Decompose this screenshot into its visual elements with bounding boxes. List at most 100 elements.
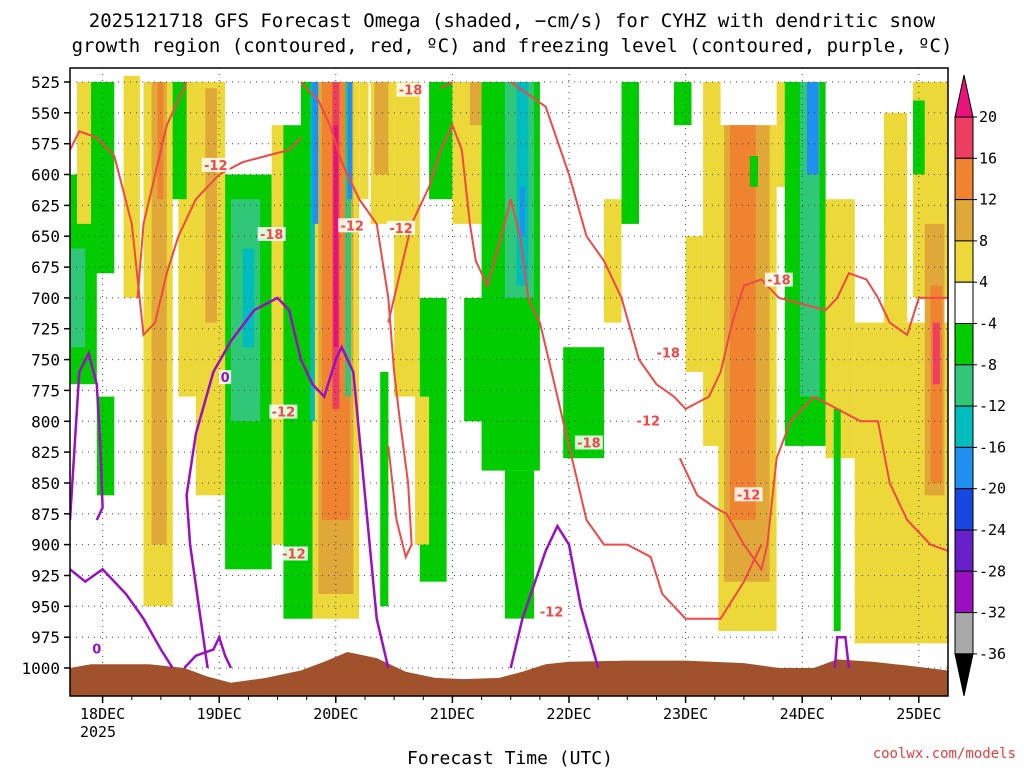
colorbar-swatch (954, 612, 974, 655)
colorbar-swatch (954, 364, 974, 407)
omega-shade-cell (520, 186, 525, 237)
x-tick-label: 21DEC (430, 705, 475, 723)
omega-shade-cell (516, 82, 529, 286)
contour-label-bg (219, 370, 232, 385)
colorbar-swatch (954, 570, 974, 614)
contour-label-bg (734, 487, 763, 502)
colorbar-swatch (954, 281, 974, 325)
contour-label: -18 (399, 84, 423, 99)
omega-shade-cell (833, 408, 841, 631)
contour-label-bg (338, 218, 367, 233)
omega-shade-cell (347, 82, 353, 200)
contour-label: -12 (737, 488, 761, 503)
purple-contour-line (70, 349, 104, 521)
omega-shade-cell (685, 236, 704, 372)
colorbar-label: 12 (979, 191, 997, 209)
y-tick-label: 525 (31, 73, 60, 92)
y-tick-label: 825 (31, 443, 60, 462)
x-tick-year: 2025 (80, 723, 116, 741)
colorbar-swatch (954, 157, 974, 201)
y-tick-label: 775 (31, 381, 60, 400)
omega-shade-cell (359, 82, 369, 200)
contour-label-bg (269, 404, 298, 419)
colorbar-label: 16 (979, 149, 997, 167)
contour-label: -12 (540, 606, 564, 621)
x-tick-label: 20DEC (313, 705, 358, 723)
colorbar-swatch (954, 446, 974, 490)
x-tick-label: 18DEC (80, 705, 125, 723)
colorbar-swatch (954, 405, 974, 448)
omega-shade-cell (504, 470, 535, 619)
contour-label: -18 (260, 228, 284, 243)
colorbar-label: 20 (979, 108, 997, 126)
contour-label-bg (201, 157, 230, 172)
red-contour-line (136, 81, 188, 298)
contour-label: -18 (767, 274, 791, 289)
colorbar-label: -36 (979, 645, 1006, 663)
colorbar-label: -16 (979, 438, 1006, 456)
x-axis: 18DEC 19DEC 20DEC 21DEC 22DEC 23DEC 24DEC 25DEC (80, 696, 941, 723)
contour-label: -18 (656, 346, 680, 361)
y-tick-label: 625 (31, 196, 60, 215)
red-contour-line (70, 130, 302, 338)
omega-shade-cell (242, 248, 255, 348)
colorbar-swatch (954, 323, 974, 366)
y-tick-label: 750 (31, 351, 60, 370)
colorbar-label: -24 (979, 521, 1006, 539)
y-tick-label: 700 (31, 289, 60, 308)
contour-label-bg (90, 641, 103, 656)
contour-label-bg (257, 227, 286, 241)
colorbar-label: 4 (979, 273, 988, 291)
credit-link[interactable]: coolwx.com/models (873, 746, 1016, 762)
purple-contour-line (185, 296, 390, 669)
y-axis: 525 550 575 600 625 650 675 700 725 750 775 800 825 8… (21, 73, 70, 678)
colorbar-swatch (954, 529, 974, 572)
contour-label: -12 (204, 159, 228, 174)
y-tick-label: 950 (31, 597, 60, 616)
omega-shade-cell (621, 82, 639, 224)
omega-shade-cell (674, 82, 692, 126)
contour-label-bg (574, 435, 603, 450)
contour-label: -12 (340, 219, 364, 234)
y-tick-label: 800 (31, 412, 60, 431)
dgz-contours-red (70, 81, 948, 620)
colorbar-swatch (954, 488, 974, 531)
y-tick-label: 550 (31, 104, 60, 123)
x-tick-label: 22DEC (546, 705, 591, 723)
omega-shade-cell (345, 82, 351, 397)
colorbar: 20 16 12 8 4 -4 -8 -12 -16 -20 -24 -28 -32 -36 (954, 74, 1006, 697)
purple-contour-line (833, 635, 851, 669)
red-contour-line (300, 81, 401, 422)
colorbar-label: 8 (979, 232, 988, 250)
contour-label-bg (396, 82, 425, 97)
colorbar-label: -4 (979, 315, 997, 333)
red-contour-line (440, 81, 453, 90)
colorbar-label: -20 (979, 480, 1006, 498)
colorbar-swatch (954, 199, 974, 242)
omega-shade-cell (77, 82, 91, 224)
contour-label-bg (387, 220, 416, 235)
chart-title-line2: growth region (contoured, red, ºC) and f… (72, 35, 953, 57)
contour-label: -12 (389, 222, 413, 237)
contour-label: -18 (577, 437, 601, 452)
contour-labels: -18 -12 -18 -12 -12 -18 -12 -12 -18 -12 -18 -12 -12 0… (90, 82, 793, 658)
colorbar-label: -28 (979, 562, 1006, 580)
omega-shade-cell (913, 100, 925, 175)
colorbar-label: -12 (979, 397, 1006, 415)
omega-shade-cell (157, 82, 164, 200)
omega-shade-cell (932, 322, 940, 385)
x-tick-label: 19DEC (197, 705, 242, 723)
omega-shade-cell (312, 82, 319, 224)
terrain-surface (70, 652, 948, 696)
y-tick-label: 600 (31, 166, 60, 185)
y-tick-label: 850 (31, 474, 60, 493)
omega-shade-cell (205, 88, 217, 323)
contour-label-bg (654, 345, 683, 360)
red-contour-line (510, 81, 948, 411)
contour-label-bg (764, 272, 793, 287)
contour-label: -12 (637, 414, 661, 429)
contour-label-bg (537, 604, 566, 619)
omega-shade-cell (415, 396, 430, 545)
x-tick-label: 25DEC (896, 705, 941, 723)
